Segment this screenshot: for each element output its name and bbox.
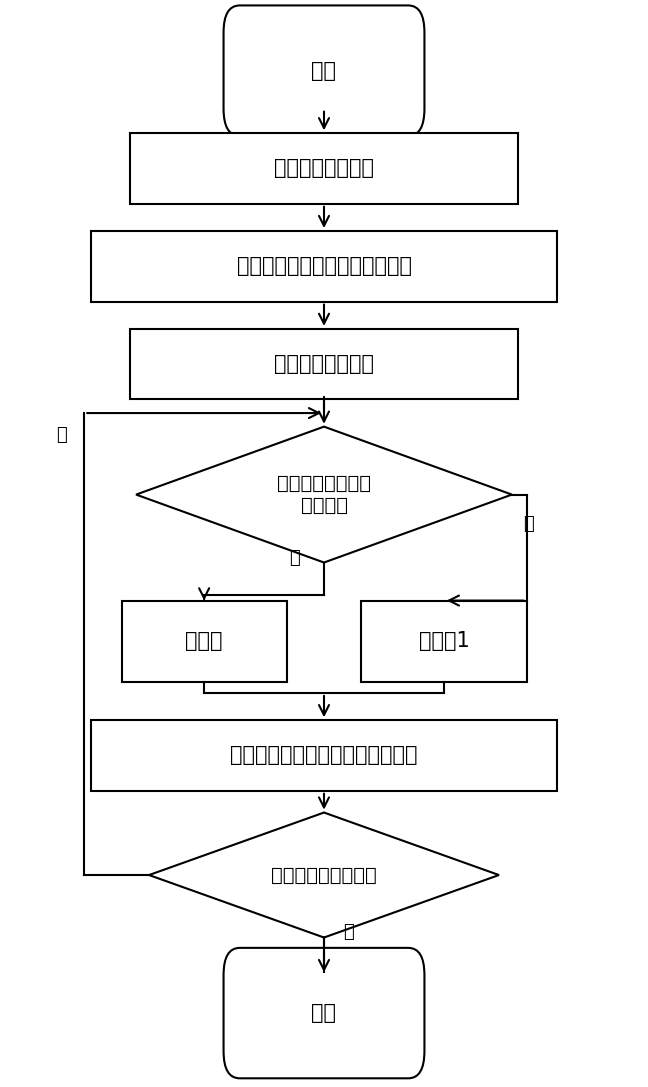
Text: 负相关: 负相关: [185, 632, 223, 651]
Bar: [122, 600, 286, 683]
Text: 否: 否: [56, 426, 67, 443]
Text: 控制分配模型建立: 控制分配模型建立: [274, 159, 374, 178]
Text: 是否满足性能要求？: 是否满足性能要求？: [271, 865, 377, 885]
Text: 开始: 开始: [312, 61, 336, 80]
Text: 定义效能矩阵以及剩余效能矩阵: 定义效能矩阵以及剩余效能矩阵: [237, 257, 411, 276]
Bar: [362, 600, 526, 683]
Text: 剩余效能矩阵是否
行满秩？: 剩余效能矩阵是否 行满秩？: [277, 474, 371, 515]
Bar: [130, 134, 518, 204]
FancyBboxPatch shape: [224, 948, 424, 1078]
FancyBboxPatch shape: [224, 5, 424, 136]
Bar: [91, 230, 557, 301]
Text: 是: 是: [343, 923, 354, 940]
Text: 是: 是: [290, 549, 300, 566]
Polygon shape: [149, 813, 499, 937]
Text: 设计参数调节规则: 设计参数调节规则: [274, 354, 374, 374]
Text: 结束: 结束: [312, 1003, 336, 1023]
Text: 设置为1: 设置为1: [419, 632, 469, 651]
Text: 根据性能指标，评价参数调节结果: 根据性能指标，评价参数调节结果: [230, 746, 418, 765]
Text: 否: 否: [523, 515, 533, 533]
Bar: [91, 721, 557, 791]
Bar: [130, 328, 518, 399]
Polygon shape: [136, 426, 512, 563]
